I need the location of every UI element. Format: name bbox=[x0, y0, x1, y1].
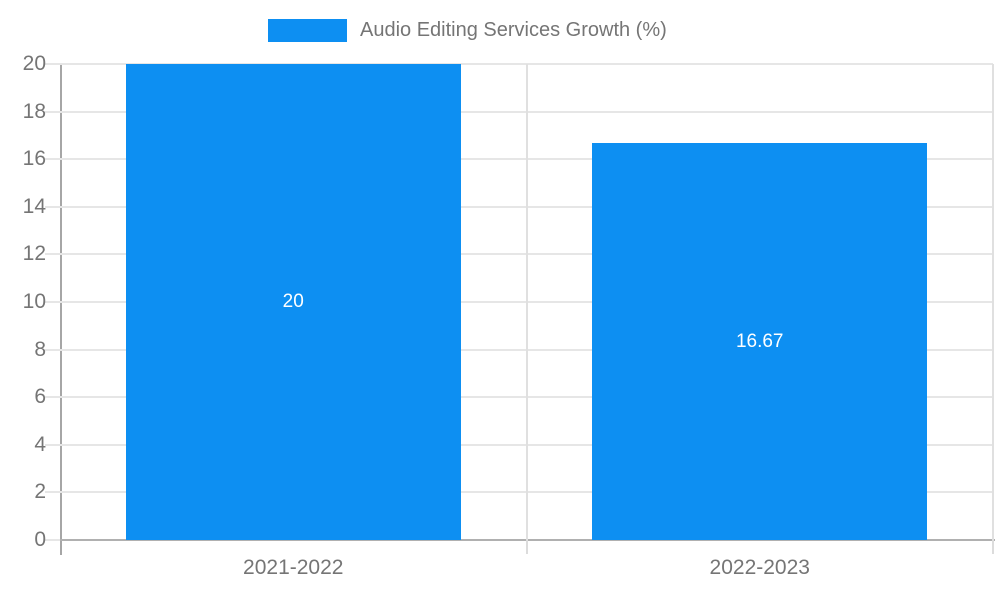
bar-value-label: 16.67 bbox=[735, 330, 784, 352]
y-axis-tick-label: 10 bbox=[22, 290, 46, 313]
y-axis-tick-label: 6 bbox=[34, 385, 46, 409]
y-axis-tick-label: 0 bbox=[34, 528, 46, 551]
y-axis-tick-label: 8 bbox=[34, 337, 46, 361]
y-axis-tick bbox=[45, 396, 60, 399]
x-axis-tick bbox=[525, 540, 528, 554]
x-axis-category-label: 2022-2023 bbox=[709, 556, 810, 579]
y-axis-tick bbox=[45, 348, 60, 351]
y-axis-tick bbox=[45, 110, 60, 113]
y-axis-tick bbox=[45, 443, 60, 446]
bar-2022-2023: 16.67 bbox=[592, 143, 928, 540]
legend-label: Audio Editing Services Growth (%) bbox=[360, 19, 667, 41]
y-axis-tick-label: 18 bbox=[22, 99, 46, 123]
y-axis-tick bbox=[45, 301, 60, 303]
y-axis-tick bbox=[45, 158, 60, 161]
x-axis-line bbox=[60, 539, 995, 541]
x-axis-category-label: 2021-2022 bbox=[243, 556, 344, 579]
y-axis-tick bbox=[45, 253, 60, 256]
bar-value-label: 20 bbox=[282, 291, 304, 312]
y-axis-tick bbox=[45, 491, 60, 494]
x-axis-tick bbox=[992, 540, 994, 554]
y-axis-tick bbox=[45, 205, 60, 208]
y-axis-tick bbox=[45, 539, 60, 541]
y-axis-tick-label: 12 bbox=[22, 242, 46, 266]
bar-2021-2022: 20 bbox=[125, 64, 461, 540]
x-gridline bbox=[992, 64, 994, 540]
y-axis-tick bbox=[45, 63, 60, 65]
y-axis-tick-label: 2 bbox=[34, 480, 46, 504]
legend-swatch bbox=[268, 19, 347, 42]
y-axis-line bbox=[60, 63, 62, 555]
y-axis-tick-label: 4 bbox=[34, 432, 46, 456]
plot-area: 0 2 4 6 8 10 12 14 16 18 20 20 2021-2022 16.67 2022-20… bbox=[23, 53, 994, 579]
y-axis-tick-label: 20 bbox=[22, 52, 46, 75]
x-gridline bbox=[525, 64, 528, 540]
chart-legend: Audio Editing Services Growth (%) bbox=[268, 19, 667, 42]
y-axis-tick-label: 14 bbox=[22, 194, 46, 218]
y-axis-tick-label: 16 bbox=[22, 147, 46, 171]
